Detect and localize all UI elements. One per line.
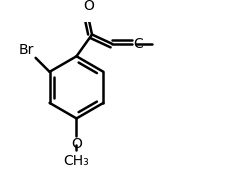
Text: Br: Br (19, 43, 34, 57)
Text: O: O (83, 0, 94, 13)
Text: O: O (71, 137, 82, 151)
Text: C: C (133, 37, 143, 51)
Text: CH₃: CH₃ (63, 154, 89, 168)
